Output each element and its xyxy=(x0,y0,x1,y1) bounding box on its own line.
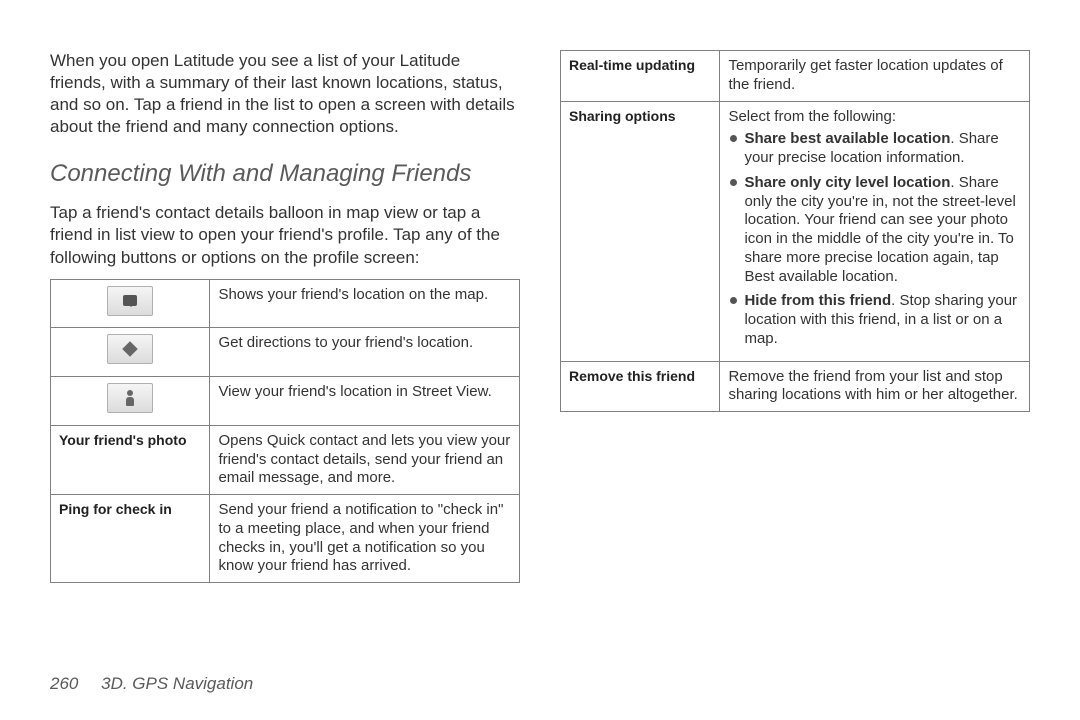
row-label: Real-time updating xyxy=(569,57,695,73)
page-footer: 260 3D. GPS Navigation xyxy=(50,674,253,694)
two-column-layout: When you open Latitude you see a list of… xyxy=(50,50,1030,583)
table-row: Remove this friend Remove the friend fro… xyxy=(561,361,1030,412)
desc-cell: Get directions to your friend's location… xyxy=(210,328,520,377)
right-column: Real-time updating Temporarily get faste… xyxy=(560,50,1030,583)
bullet-lead: Share best available location xyxy=(744,130,950,147)
table-row: Shows your friend's location on the map. xyxy=(51,279,520,328)
row-label: Your friend's photo xyxy=(59,432,187,448)
list-item: Share best available location. Share you… xyxy=(728,130,1021,168)
label-cell: Your friend's photo xyxy=(51,425,210,494)
desc-cell: Remove the friend from your list and sto… xyxy=(720,361,1030,412)
bullet-lead: Share only city level location xyxy=(744,174,950,191)
street-view-icon xyxy=(107,383,153,413)
table-row: Sharing options Select from the followin… xyxy=(561,101,1030,361)
icon-cell xyxy=(51,377,210,426)
desc-cell: Opens Quick contact and lets you view yo… xyxy=(210,425,520,494)
icon-cell xyxy=(51,328,210,377)
section-heading: Connecting With and Managing Friends xyxy=(50,160,520,188)
bullet-lead: Hide from this friend xyxy=(744,292,891,309)
list-item: Share only city level location. Share on… xyxy=(728,174,1021,287)
table-row: Real-time updating Temporarily get faste… xyxy=(561,51,1030,102)
intro-paragraph: When you open Latitude you see a list of… xyxy=(50,50,520,138)
table-row: Your friend's photo Opens Quick contact … xyxy=(51,425,520,494)
desc-cell: Temporarily get faster location updates … xyxy=(720,51,1030,102)
icon-cell xyxy=(51,279,210,328)
page-number: 260 xyxy=(50,674,78,693)
label-cell: Remove this friend xyxy=(561,361,720,412)
left-column: When you open Latitude you see a list of… xyxy=(50,50,520,583)
map-location-icon xyxy=(107,286,153,316)
label-cell: Real-time updating xyxy=(561,51,720,102)
desc-cell: Select from the following: Share best av… xyxy=(720,101,1030,361)
table-row: Get directions to your friend's location… xyxy=(51,328,520,377)
table-row: Ping for check in Send your friend a not… xyxy=(51,495,520,583)
sub-paragraph: Tap a friend's contact details balloon i… xyxy=(50,202,520,268)
label-cell: Sharing options xyxy=(561,101,720,361)
directions-icon xyxy=(107,334,153,364)
features-table-left: Shows your friend's location on the map.… xyxy=(50,279,520,584)
label-cell: Ping for check in xyxy=(51,495,210,583)
desc-cell: View your friend's location in Street Vi… xyxy=(210,377,520,426)
desc-cell: Shows your friend's location on the map. xyxy=(210,279,520,328)
intro-text: Select from the following: xyxy=(728,108,896,125)
row-label: Remove this friend xyxy=(569,368,695,384)
bullet-list: Share best available location. Share you… xyxy=(728,130,1021,348)
row-label: Ping for check in xyxy=(59,501,172,517)
list-item: Hide from this friend. Stop sharing your… xyxy=(728,292,1021,348)
footer-section-title: 3D. GPS Navigation xyxy=(101,674,253,693)
desc-cell: Send your friend a notification to "chec… xyxy=(210,495,520,583)
features-table-right: Real-time updating Temporarily get faste… xyxy=(560,50,1030,412)
table-row: View your friend's location in Street Vi… xyxy=(51,377,520,426)
row-label: Sharing options xyxy=(569,108,676,124)
